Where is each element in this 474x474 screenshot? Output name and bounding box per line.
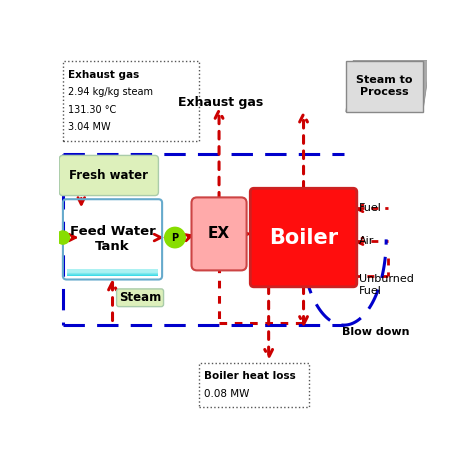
Text: EX: EX xyxy=(208,227,230,241)
Polygon shape xyxy=(346,61,430,112)
Bar xyxy=(67,271,158,274)
Bar xyxy=(199,364,309,407)
Circle shape xyxy=(164,228,185,248)
FancyBboxPatch shape xyxy=(268,206,339,269)
Bar xyxy=(67,271,158,274)
Bar xyxy=(63,61,199,141)
Bar xyxy=(67,270,158,273)
Text: Boiler: Boiler xyxy=(269,228,338,247)
Bar xyxy=(67,272,158,276)
Bar xyxy=(67,272,158,275)
Text: Air: Air xyxy=(359,236,374,246)
FancyBboxPatch shape xyxy=(270,208,337,267)
Bar xyxy=(67,269,158,273)
Bar xyxy=(67,270,158,273)
FancyBboxPatch shape xyxy=(255,192,352,283)
FancyBboxPatch shape xyxy=(264,201,344,273)
Bar xyxy=(67,270,158,274)
FancyBboxPatch shape xyxy=(279,217,328,258)
FancyBboxPatch shape xyxy=(259,197,348,278)
Bar xyxy=(67,270,158,274)
FancyBboxPatch shape xyxy=(261,199,346,276)
Text: Boiler heat loss: Boiler heat loss xyxy=(204,371,296,381)
FancyBboxPatch shape xyxy=(253,191,355,284)
Bar xyxy=(67,270,158,273)
Bar xyxy=(67,272,158,276)
Bar xyxy=(67,271,158,274)
Bar xyxy=(67,270,158,273)
Text: 2.94 kg/kg steam: 2.94 kg/kg steam xyxy=(68,87,154,97)
Text: Exhaust gas: Exhaust gas xyxy=(178,96,264,109)
FancyBboxPatch shape xyxy=(257,195,350,280)
FancyBboxPatch shape xyxy=(281,219,326,256)
Text: Exhaust gas: Exhaust gas xyxy=(68,70,140,80)
Text: 0.08 MW: 0.08 MW xyxy=(204,389,250,399)
Bar xyxy=(67,269,158,273)
Text: Steam to
Process: Steam to Process xyxy=(356,75,412,97)
Bar xyxy=(67,272,158,275)
Text: Steam: Steam xyxy=(119,291,161,304)
Bar xyxy=(67,271,158,275)
Polygon shape xyxy=(346,61,423,112)
Text: P: P xyxy=(172,233,179,243)
FancyBboxPatch shape xyxy=(59,155,158,196)
FancyBboxPatch shape xyxy=(250,188,357,287)
Bar xyxy=(67,269,158,273)
FancyBboxPatch shape xyxy=(266,204,341,272)
Bar xyxy=(67,271,158,275)
Text: Unburned
Fuel: Unburned Fuel xyxy=(359,274,413,296)
Bar xyxy=(67,272,158,275)
Text: 3.04 MW: 3.04 MW xyxy=(68,122,111,132)
Circle shape xyxy=(56,231,70,244)
FancyBboxPatch shape xyxy=(272,210,335,265)
Bar xyxy=(67,269,158,273)
Text: 131.30 °C: 131.30 °C xyxy=(68,105,117,115)
Text: Blow down: Blow down xyxy=(342,328,410,337)
FancyBboxPatch shape xyxy=(191,197,246,270)
Text: Feed Water
Tank: Feed Water Tank xyxy=(70,225,155,254)
Text: Fuel: Fuel xyxy=(359,203,382,213)
FancyBboxPatch shape xyxy=(274,212,333,263)
Text: Fresh water: Fresh water xyxy=(69,169,148,182)
FancyBboxPatch shape xyxy=(277,215,330,261)
